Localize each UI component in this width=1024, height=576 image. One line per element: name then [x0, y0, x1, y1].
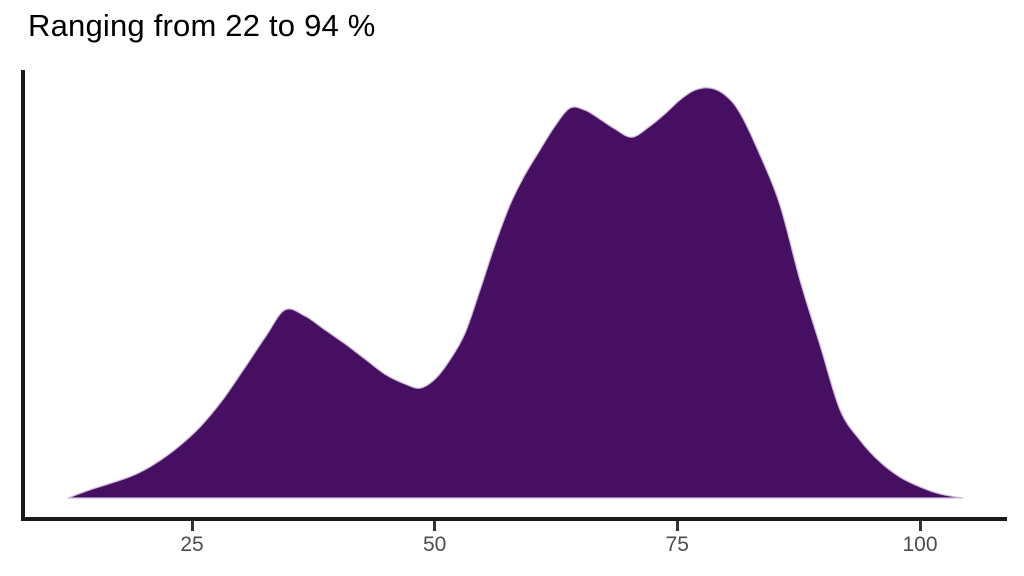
x-tick-label: 75: [665, 533, 689, 556]
x-tick-mark: [433, 521, 437, 531]
x-tick-label: 50: [423, 533, 447, 556]
chart-title: Ranging from 22 to 94 %: [28, 8, 376, 43]
x-axis-line: [21, 517, 1007, 521]
x-tick-mark: [918, 521, 922, 531]
density-area: [67, 87, 964, 499]
x-tick-label: 100: [902, 533, 938, 556]
x-tick-mark: [675, 521, 679, 531]
x-tick-label: 25: [180, 533, 204, 556]
y-axis-line: [21, 70, 25, 521]
x-tick-mark: [190, 521, 194, 531]
